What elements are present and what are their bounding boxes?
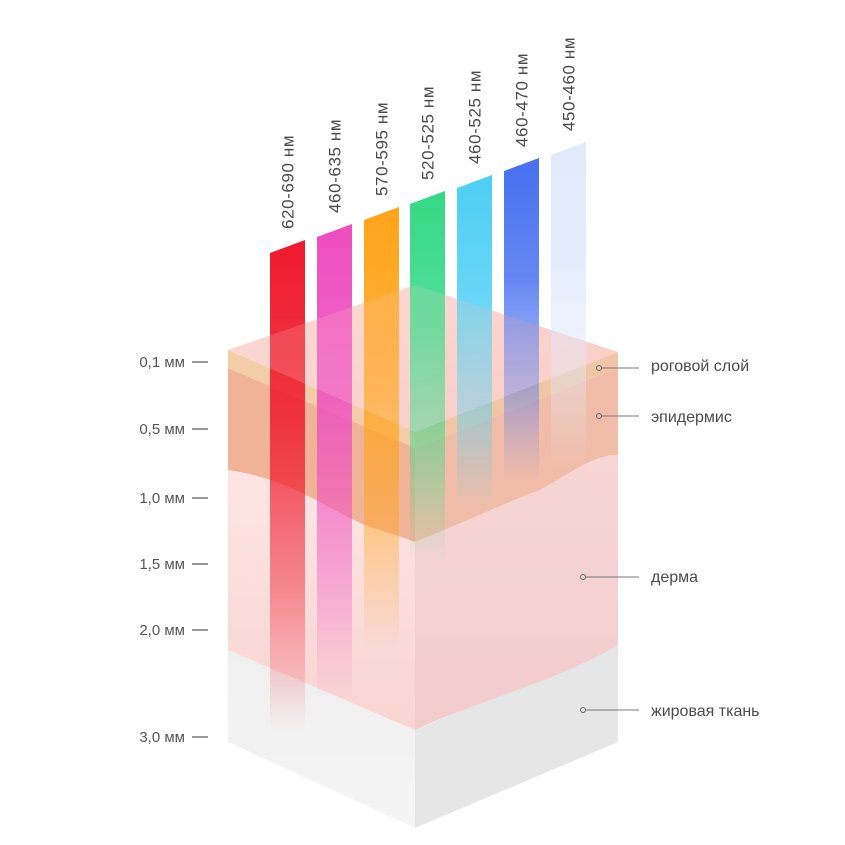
wavelength-label: 520-525 нм: [419, 86, 438, 180]
layer-label-stratum-corneum: роговой слой: [651, 358, 749, 375]
light-beam: [551, 142, 586, 470]
depth-label: 0,5 мм: [139, 421, 185, 438]
wavelength-labels: 620-690 нм 460-635 нм 570-595 нм 520-525…: [279, 37, 579, 229]
light-beam: [317, 224, 352, 700]
callout-dot: [596, 365, 602, 371]
top-surface-veil: [228, 285, 618, 432]
wavelength-label: 460-525 нм: [466, 70, 485, 164]
depth-scale: 0,1 мм 0,5 мм 1,0 мм 1,5 мм 2,0 мм 3,0 м…: [139, 354, 208, 746]
light-beam: [504, 158, 539, 480]
wavelength-label: 570-595 нм: [373, 102, 392, 196]
depth-label: 0,1 мм: [139, 354, 185, 371]
wavelength-label: 450-460 нм: [560, 37, 579, 131]
layer-label-fat-tissue: жировая ткань: [651, 703, 760, 720]
layer-label-epidermis: эпидермис: [651, 409, 732, 426]
wavelength-label: 460-635 нм: [326, 119, 345, 213]
callout-dot: [580, 574, 586, 580]
light-beam: [410, 191, 445, 560]
light-beam: [270, 240, 305, 730]
callout-dot: [596, 413, 602, 419]
fat-side-face: [415, 645, 618, 828]
dermis-side-face: [415, 455, 618, 730]
callout-dot: [580, 707, 586, 713]
depth-label: 2,0 мм: [139, 622, 185, 639]
light-beam: [457, 175, 492, 510]
light-beams: [270, 142, 586, 730]
light-beam: [364, 207, 399, 650]
depth-label: 3,0 мм: [139, 729, 185, 746]
wavelength-label: 460-470 нм: [513, 53, 532, 147]
depth-label: 1,5 мм: [139, 556, 185, 573]
wavelength-label: 620-690 нм: [279, 135, 298, 229]
depth-label: 1,0 мм: [139, 490, 185, 507]
layer-callouts: роговой слой эпидермис дерма жировая тка…: [580, 358, 760, 720]
layer-label-dermis: дерма: [651, 569, 698, 586]
